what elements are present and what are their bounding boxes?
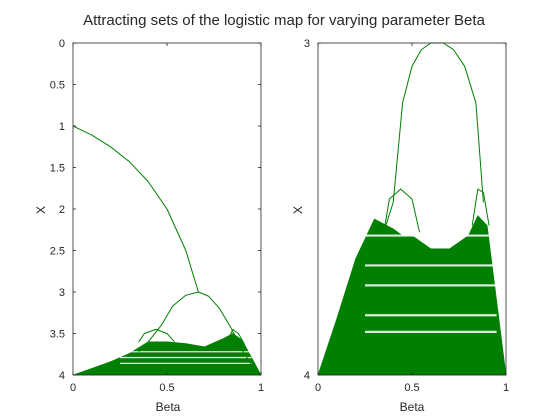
figure-title: Attracting sets of the logistic map for …	[83, 12, 486, 29]
right-panel-xlabel: Beta	[400, 400, 425, 414]
right-panel-ylabel: X	[291, 206, 305, 214]
right-panel-xtick-label: 1	[503, 382, 509, 394]
left-panel-xtick-label: 1	[258, 382, 264, 394]
left-panel-attractor-curve	[138, 328, 175, 343]
left-panel-xtick-label: 0	[70, 382, 76, 394]
left-panel-attractor-curve	[198, 291, 262, 376]
right-panel-ytick-label: 3	[304, 38, 310, 50]
left-panel-xlabel: Beta	[156, 400, 181, 414]
right-panel-chaotic-band	[317, 215, 507, 376]
left-panel-attractor-curve	[138, 291, 199, 353]
right-panel-xtick-label: 0	[315, 382, 321, 394]
right-panel-attractor-curve	[471, 188, 490, 226]
right-panel-xtick-label: 0.5	[404, 382, 419, 394]
left-panel-ytick-label: 2.5	[50, 246, 65, 258]
left-panel-xtick-label: 0.5	[159, 382, 174, 394]
left-panel-attractor-curve	[226, 328, 245, 344]
left-panel-ytick-label: 4	[59, 370, 65, 382]
left-panel-ytick-label: 1	[59, 121, 65, 133]
right-panel: Beta X 0 0.5 1 3 4	[291, 38, 509, 414]
left-panel-ytick-label: 3.5	[50, 329, 65, 341]
left-panel-ytick-label: 1.5	[50, 163, 65, 175]
left-panel-ylabel: X	[34, 206, 48, 214]
right-panel-ytick-label: 4	[304, 370, 310, 382]
left-panel-ytick-label: 0.5	[50, 80, 65, 92]
left-panel-ytick-label: 0	[59, 38, 65, 50]
right-panel-attractor-curve	[383, 42, 484, 233]
left-panel-chaotic-band	[72, 333, 262, 376]
left-panel-attractor-curve	[72, 125, 199, 293]
left-panel-ytick-label: 3	[59, 287, 65, 299]
left-panel: Beta X 0 0.5 1 0 0.5 1 1.5 2 2.5 3 3.5 4	[34, 38, 264, 414]
left-panel-ytick-label: 2	[59, 204, 65, 216]
right-panel-attractor-curve	[383, 188, 420, 233]
